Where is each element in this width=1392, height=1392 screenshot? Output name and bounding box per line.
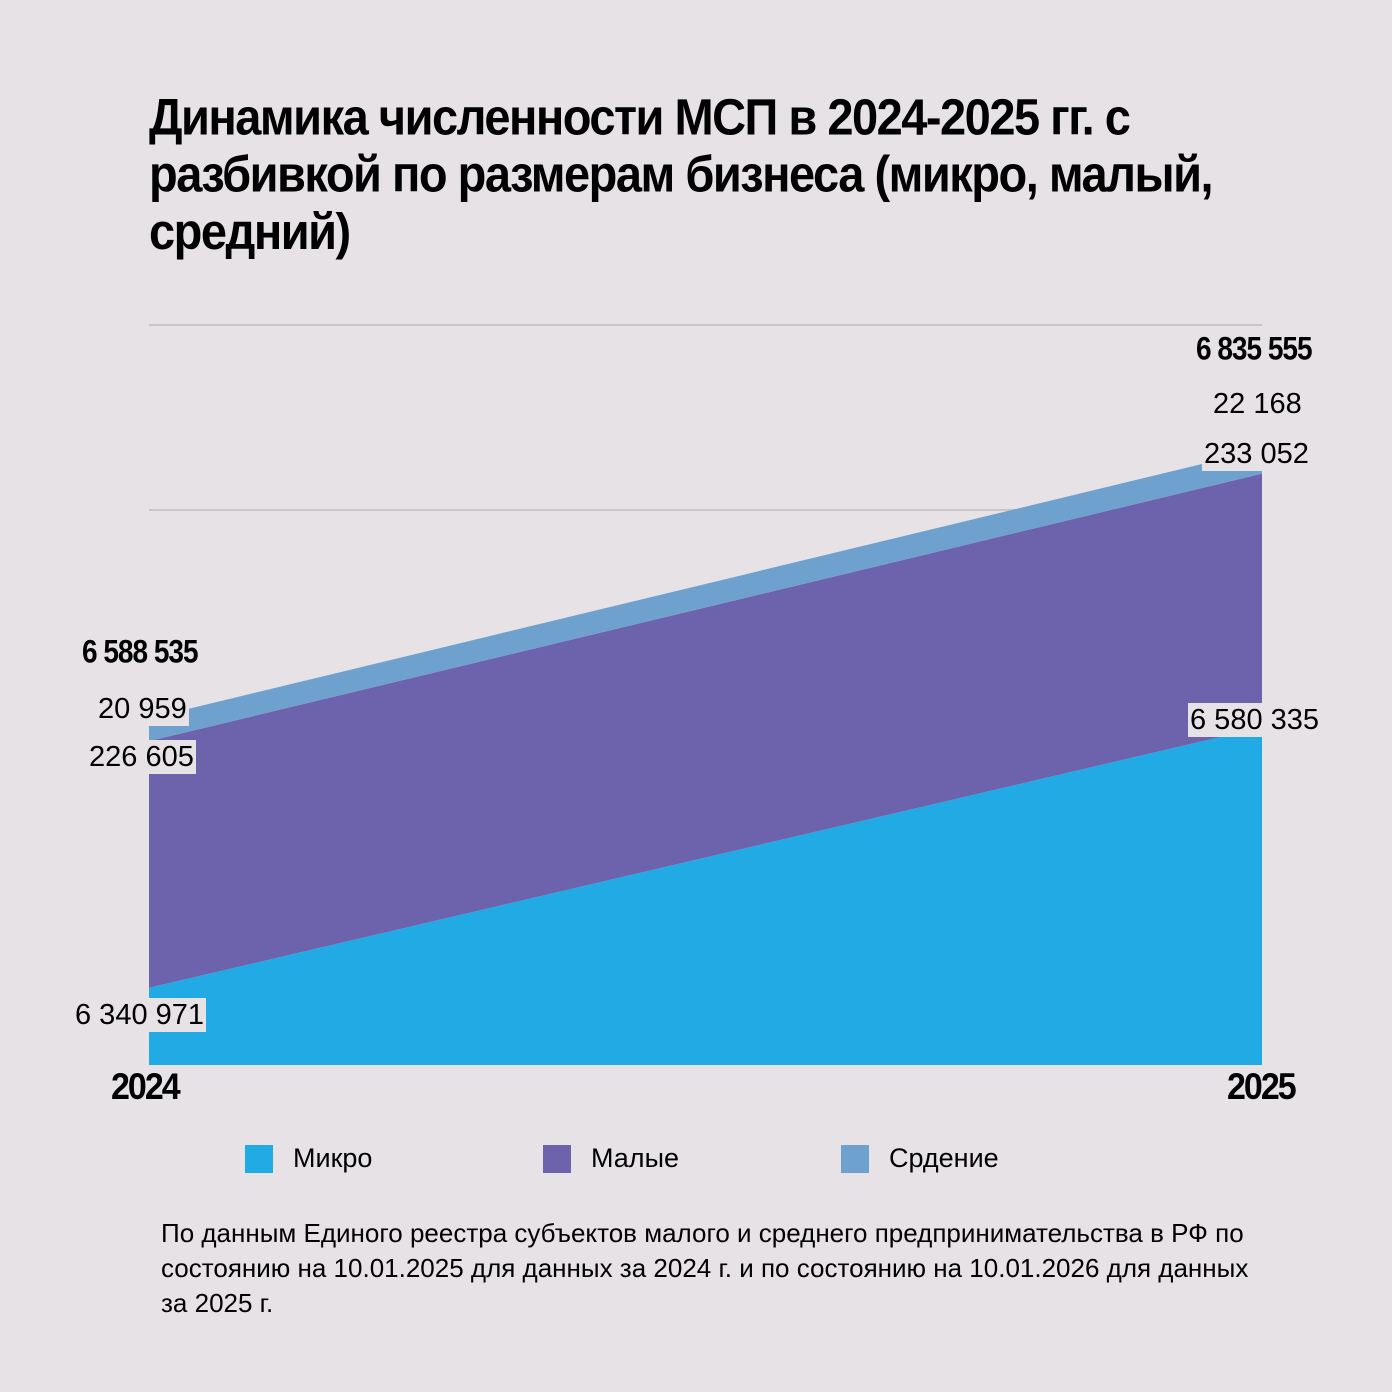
source-note: По данным Единого реестра субъектов мало… [161, 1218, 1249, 1318]
legend-swatch [543, 1144, 571, 1173]
legend-swatch [245, 1144, 273, 1173]
legend-item-micro: Микро [245, 1143, 543, 1174]
total-label-2025: 6 835 555 [1196, 330, 1313, 367]
x-tick-2025: 2025 [1227, 1066, 1297, 1108]
legend-swatch [841, 1144, 869, 1173]
legend-label: Срдение [889, 1143, 999, 1173]
data-label-micro-2024: 6 340 971 [73, 998, 207, 1032]
legend-item-small: Малые [543, 1143, 841, 1174]
data-label-medium-2025: 22 168 [1211, 387, 1304, 421]
total-label-2024: 6 588 535 [82, 633, 199, 670]
legend: Микро Малые Срдение [245, 1143, 1139, 1174]
area-micro [149, 727, 1262, 1065]
legend-item-medium: Срдение [841, 1143, 1139, 1174]
legend-label: Малые [591, 1143, 679, 1173]
data-label-medium-2024: 20 959 [96, 692, 189, 726]
data-label-small-2024: 226 605 [87, 740, 196, 774]
area-medium [149, 449, 1262, 742]
x-tick-2024: 2024 [111, 1066, 181, 1108]
chart-title: Динамика численности МСП в 2024-2025 гг.… [149, 88, 1214, 260]
data-label-small-2025: 233 052 [1202, 437, 1311, 471]
legend-label: Микро [293, 1143, 373, 1173]
data-label-micro-2025: 6 580 335 [1188, 703, 1322, 737]
area-small [149, 473, 1262, 988]
